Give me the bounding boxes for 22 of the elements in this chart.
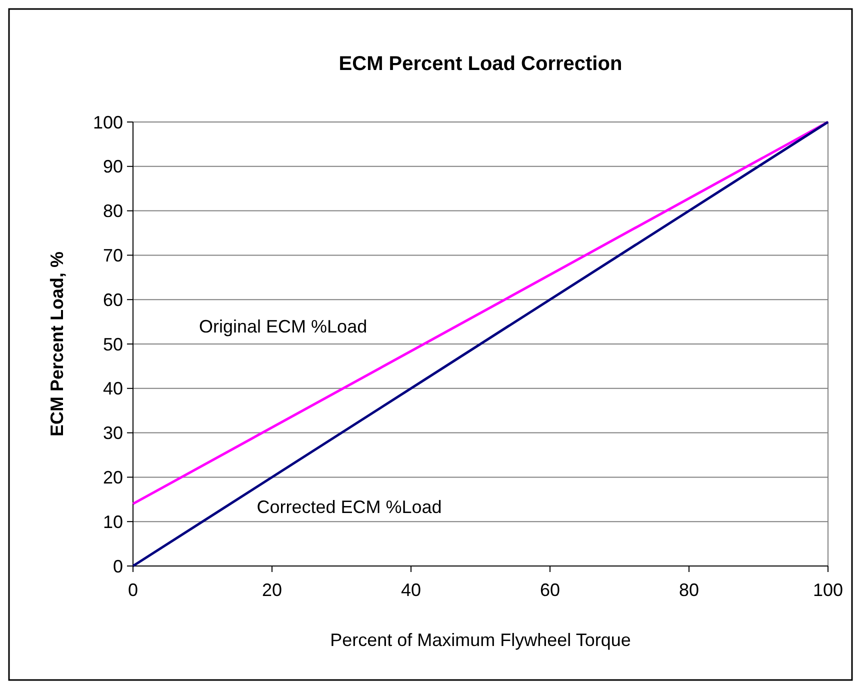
y-tick-label: 10 <box>102 512 123 532</box>
y-tick-label: 60 <box>102 290 123 310</box>
y-axis-title: ECM Percent Load, % <box>47 251 67 437</box>
series-label: Original ECM %Load <box>199 316 368 337</box>
x-tick-label: 60 <box>540 580 560 600</box>
y-tick-label: 0 <box>112 556 123 576</box>
y-tick-label: 80 <box>102 201 123 222</box>
y-tick-label: 50 <box>102 334 123 354</box>
x-axis-title: Percent of Maximum Flywheel Torque <box>330 630 631 650</box>
series-label: Corrected ECM %Load <box>256 496 442 517</box>
x-tick-label: 20 <box>262 580 282 600</box>
y-tick-label: 20 <box>102 468 123 488</box>
y-tick-label: 90 <box>102 156 123 177</box>
y-tick-label: 40 <box>102 378 123 399</box>
x-tick-label: 100 <box>812 580 844 600</box>
chart-title: ECM Percent Load Correction <box>338 53 622 75</box>
x-tick-label: 40 <box>400 580 422 600</box>
x-tick-label: 80 <box>678 580 700 600</box>
y-tick-label: 70 <box>102 246 123 266</box>
y-tick-label: 30 <box>102 423 123 444</box>
x-tick-label: 0 <box>128 580 138 600</box>
y-tick-label: 100 <box>92 112 123 132</box>
